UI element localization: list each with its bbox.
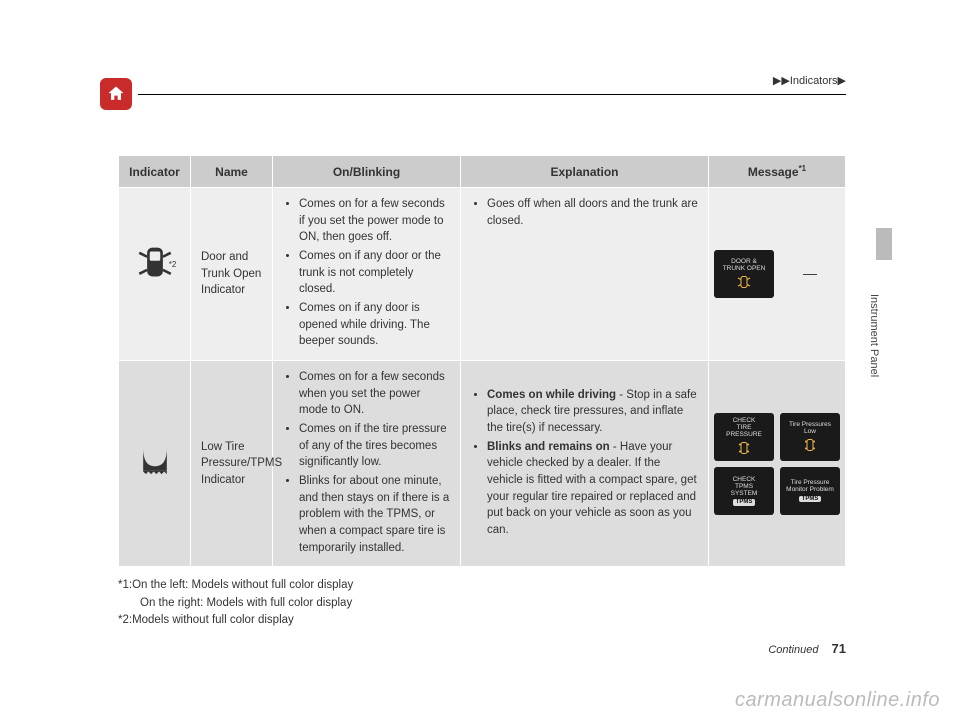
indicator-icon-cell: [119, 361, 191, 567]
on-item: Comes on for a few seconds when you set …: [299, 369, 450, 419]
indicator-name: Door and Trunk Open Indicator: [191, 188, 273, 361]
explanation-cell: Goes off when all doors and the trunk ar…: [461, 188, 709, 361]
header-rule: [138, 94, 846, 95]
explanation-item: Blinks and remains on - Have your vehicl…: [487, 439, 698, 539]
car-top-icon: [734, 440, 754, 456]
col-on-blinking: On/Blinking: [273, 156, 461, 188]
message-tile-dash: —: [780, 250, 840, 298]
col-message: Message*1: [709, 156, 846, 188]
col-name: Name: [191, 156, 273, 188]
on-item: Comes on if the tire pressure of any of …: [299, 421, 450, 471]
on-blinking-cell: Comes on for a few seconds when you set …: [273, 361, 461, 567]
home-button[interactable]: [100, 78, 132, 110]
explanation-cell: Comes on while driving - Stop in a safe …: [461, 361, 709, 567]
page-number: 71: [832, 641, 846, 656]
manual-page: ▶▶Indicators▶ Instrument Panel Indicator…: [0, 0, 960, 722]
footnote-line: *2:Models without full color display: [118, 612, 846, 629]
table-row: *2 Door and Trunk Open Indicator Comes o…: [119, 188, 846, 361]
continued-label: Continued: [768, 644, 818, 656]
message-cell: DOOR & TRUNK OPEN —: [709, 188, 846, 361]
car-top-icon: [734, 274, 754, 290]
footnote-line: *1:On the left: Models without full colo…: [118, 577, 846, 594]
on-item: Comes on for a few seconds if you set th…: [299, 196, 450, 246]
on-item: Comes on if any door is opened while dri…: [299, 300, 450, 350]
col-indicator: Indicator: [119, 156, 191, 188]
message-tile-door-trunk: DOOR & TRUNK OPEN: [714, 250, 774, 298]
col-explanation: Explanation: [461, 156, 709, 188]
breadcrumb: ▶▶Indicators▶: [773, 74, 846, 87]
tpms-icon: [129, 440, 180, 488]
message-tile-monitor-problem: Tire Pressure Monitor Problem TPMS: [780, 467, 840, 515]
breadcrumb-tail: ▶: [838, 75, 846, 87]
page-footer: Continued 71: [768, 641, 846, 656]
side-tab-label: Instrument Panel: [868, 294, 880, 377]
car-top-icon: [800, 437, 820, 453]
message-tile-check-tpms: CHECK TPMS SYSTEM TPMS: [714, 467, 774, 515]
on-blinking-cell: Comes on for a few seconds if you set th…: [273, 188, 461, 361]
icon-footnote: *2: [169, 260, 177, 269]
indicator-icon-cell: *2: [119, 188, 191, 361]
on-item: Comes on if any door or the trunk is not…: [299, 248, 450, 298]
breadcrumb-section: Indicators: [790, 75, 838, 87]
indicators-table: Indicator Name On/Blinking Explanation M…: [118, 155, 846, 567]
message-tile-check-pressure: CHECK TIRE PRESSURE: [714, 413, 774, 461]
footnote-line: On the right: Models with full color dis…: [118, 595, 846, 612]
message-cell: CHECK TIRE PRESSURE CHECK TPMS SYSTEM T: [709, 361, 846, 567]
explanation-item: Goes off when all doors and the trunk ar…: [487, 196, 698, 229]
content: Indicator Name On/Blinking Explanation M…: [118, 155, 846, 629]
watermark: carmanualsonline.info: [735, 689, 940, 712]
home-icon: [106, 84, 126, 104]
message-tile-pressures-low: Tire Pressures Low: [780, 413, 840, 461]
on-item: Blinks for about one minute, and then st…: [299, 473, 450, 556]
table-row: Low Tire Pressure/TPMS Indicator Comes o…: [119, 361, 846, 567]
footnotes: *1:On the left: Models without full colo…: [118, 577, 846, 629]
breadcrumb-arrow: ▶▶: [773, 75, 790, 87]
explanation-item: Comes on while driving - Stop in a safe …: [487, 387, 698, 437]
side-tab-marker: [876, 228, 892, 260]
indicator-name: Low Tire Pressure/TPMS Indicator: [191, 361, 273, 567]
table-header-row: Indicator Name On/Blinking Explanation M…: [119, 156, 846, 188]
